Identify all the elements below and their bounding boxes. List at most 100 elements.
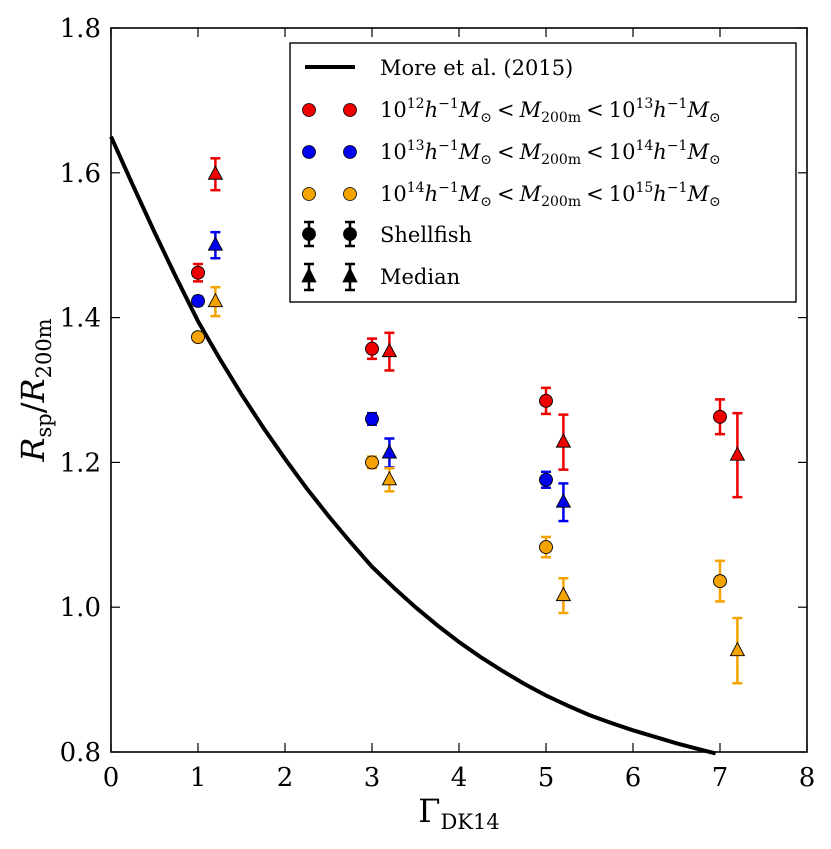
y-axis-label-sub-num: sp xyxy=(32,413,56,437)
legend: More et al. (2015) 1012h−1M⊙ < M200m <1013h… xyxy=(289,42,797,303)
h-exp: −1 xyxy=(438,180,459,196)
lo-base: 10 xyxy=(380,182,407,206)
lo-base: 10 xyxy=(380,140,407,164)
y-axis-label: Rsp/R200m xyxy=(14,318,56,462)
hi-base: 10 xyxy=(609,98,636,122)
x-tick-label-8: 8 xyxy=(799,763,816,793)
y-axis-label-main2: R xyxy=(14,378,52,403)
legend-label-high-mass: 1014h−1M⊙ < M200m <1015h−1M⊙ xyxy=(380,180,721,210)
legend-box xyxy=(289,42,797,303)
point-high-circle-1 xyxy=(365,455,379,470)
point-mid-circle-0 xyxy=(191,293,205,308)
point-low-triangle-1 xyxy=(381,342,398,358)
sun-sym-2: ⊙ xyxy=(709,194,721,210)
m200-sym: M xyxy=(519,182,542,206)
sun-sym: ⊙ xyxy=(480,110,492,126)
point-high-triangle-2 xyxy=(555,586,572,602)
point-low-circle-3 xyxy=(713,409,727,424)
point-mid-triangle-1 xyxy=(381,444,398,459)
h-exp-2: −1 xyxy=(667,138,688,154)
point-mid-triangle-0 xyxy=(207,236,224,251)
point-low-triangle-0 xyxy=(207,165,224,180)
h-sym-2: h xyxy=(653,140,667,164)
x-tick-label-7: 7 xyxy=(712,763,729,793)
x-axis-label-main: Γ xyxy=(418,792,440,830)
lt-sym: < xyxy=(497,140,515,164)
x-tick-label-1: 1 xyxy=(190,763,207,793)
point-high-triangle-3 xyxy=(729,641,746,657)
point-high-circle-2 xyxy=(539,540,553,555)
point-low-circle-1 xyxy=(365,341,379,356)
lt-sym-2: < xyxy=(586,98,604,122)
m200-sym: M xyxy=(519,98,542,122)
x-tick-label-6: 6 xyxy=(625,763,642,793)
h-exp-2: −1 xyxy=(667,180,688,196)
lo-exp: 13 xyxy=(407,138,425,154)
sun-sym-2: ⊙ xyxy=(709,152,721,168)
point-high-circle-3 xyxy=(713,574,727,589)
legend-blue-circle-1 xyxy=(302,145,316,159)
h-sym: h xyxy=(425,98,439,122)
lt-sym: < xyxy=(497,98,515,122)
y-tick-label-4: 1.6 xyxy=(60,159,101,189)
lt-sym-2: < xyxy=(586,182,604,206)
m-sym-2: M xyxy=(686,98,709,122)
lo-exp: 12 xyxy=(407,96,425,112)
point-mid-circle-1 xyxy=(365,412,379,426)
h-sym-2: h xyxy=(653,98,667,122)
y-axis-label-sep: / xyxy=(14,402,52,413)
m200-sub: 200m xyxy=(541,110,581,126)
legend-blue-circle-2 xyxy=(343,145,357,159)
y-axis-label-main: R xyxy=(14,438,52,463)
legend-label-median: Median xyxy=(380,265,460,289)
point-high-triangle-1 xyxy=(381,470,398,486)
plot-area xyxy=(109,135,746,756)
point-low-triangle-3 xyxy=(729,446,746,461)
y-tick-label-5: 1.8 xyxy=(60,14,101,44)
y-tick-label-3: 1.4 xyxy=(60,304,101,334)
legend-label-shellfish: Shellfish xyxy=(380,223,472,247)
x-tick-label-5: 5 xyxy=(538,763,555,793)
point-high-circle-0 xyxy=(191,330,205,345)
lt-sym: < xyxy=(497,182,515,206)
m-sym: M xyxy=(458,140,481,164)
h-exp: −1 xyxy=(438,138,459,154)
legend-label-mid-mass: 1013h−1M⊙ < M200m <1014h−1M⊙ xyxy=(380,138,721,168)
x-axis-label-sub: DK14 xyxy=(440,810,499,834)
point-low-triangle-2 xyxy=(555,433,572,448)
hi-base: 10 xyxy=(609,182,636,206)
model-curve xyxy=(109,135,717,756)
h-exp: −1 xyxy=(438,96,459,112)
sun-sym: ⊙ xyxy=(480,152,492,168)
point-mid-triangle-2 xyxy=(555,493,572,508)
legend-orange-circle-2 xyxy=(343,187,357,201)
sun-sym-2: ⊙ xyxy=(709,110,721,126)
sun-sym: ⊙ xyxy=(480,194,492,210)
y-tick-label-1: 1.0 xyxy=(60,593,101,623)
axis-ticks: 0 1 2 3 4 5 6 7 80.81.01.21.41.61.8 xyxy=(60,14,816,793)
lo-exp: 14 xyxy=(407,180,425,196)
legend-label-more: More et al. (2015) xyxy=(380,56,573,80)
hi-exp: 14 xyxy=(635,138,653,154)
h-exp-2: −1 xyxy=(667,96,688,112)
y-tick-label-0: 0.8 xyxy=(60,738,101,768)
m-sym-2: M xyxy=(686,140,709,164)
m-sym: M xyxy=(458,98,481,122)
legend-shellfish-swatch xyxy=(302,220,357,248)
legend-label-low-mass: 1012h−1M⊙ < M200m <1013h−1M⊙ xyxy=(380,96,721,126)
legend-median-swatch xyxy=(301,262,358,292)
x-tick-label-0: 0 xyxy=(103,763,120,793)
m200-sym: M xyxy=(519,140,542,164)
m-sym-2: M xyxy=(686,182,709,206)
point-low-circle-2 xyxy=(539,393,553,408)
legend-red-circle-1 xyxy=(302,103,316,117)
x-tick-label-3: 3 xyxy=(364,763,381,793)
hi-exp: 15 xyxy=(635,180,653,196)
hi-base: 10 xyxy=(609,140,636,164)
x-tick-label-4: 4 xyxy=(451,763,468,793)
h-sym: h xyxy=(425,140,439,164)
legend-orange-circle-1 xyxy=(302,187,316,201)
m200-sub: 200m xyxy=(541,194,581,210)
point-low-circle-0 xyxy=(191,265,205,280)
lo-base: 10 xyxy=(380,98,407,122)
